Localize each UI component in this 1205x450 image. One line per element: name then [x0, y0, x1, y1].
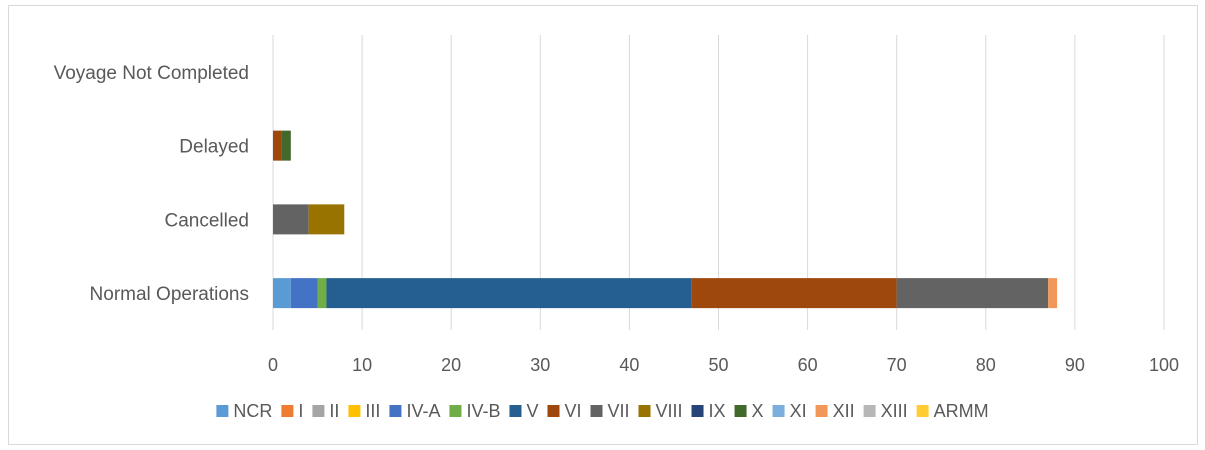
bar-normal-operations-v: [326, 278, 692, 309]
legend-label-vi: VI: [564, 401, 581, 421]
legend-swatch-ii: [312, 405, 325, 417]
bar-cancelled-vii: [273, 204, 309, 235]
legend-swatch-x: [734, 405, 747, 417]
legend-label-iv-a: IV-A: [406, 401, 440, 421]
bar-normal-operations-vii: [896, 278, 1049, 309]
x-tick-label-0: 0: [268, 355, 278, 375]
x-tick-label-20: 20: [441, 355, 461, 375]
legend-swatch-xi: [772, 405, 785, 417]
category-label-cancelled: Cancelled: [165, 210, 250, 231]
legend-label-iii: III: [365, 401, 380, 421]
legend-label-ii: II: [329, 401, 339, 421]
legend-label-x: X: [752, 401, 764, 421]
bar-normal-operations-xii: [1048, 278, 1058, 309]
x-tick-label-90: 90: [1065, 355, 1085, 375]
legend-label-xiii: XIII: [881, 401, 908, 421]
category-label-normal-operations: Normal Operations: [90, 284, 249, 305]
legend-swatch-armm: [916, 405, 929, 417]
legend-swatch-ncr: [216, 405, 229, 417]
category-label-delayed: Delayed: [179, 137, 249, 158]
bar-normal-operations-ncr: [273, 278, 291, 309]
legend-label-armm: ARMM: [934, 401, 989, 421]
legend-swatch-iii: [348, 405, 361, 417]
legend-label-ncr: NCR: [233, 401, 272, 421]
x-tick-label-80: 80: [976, 355, 996, 375]
legend-swatch-xiii: [863, 405, 876, 417]
category-label-voyage-not-completed: Voyage Not Completed: [54, 63, 249, 84]
legend-swatch-ix: [691, 405, 704, 417]
x-tick-label-10: 10: [352, 355, 372, 375]
bar-normal-operations-iv-b: [317, 278, 327, 309]
legend-swatch-i: [281, 405, 294, 417]
x-tick-label-70: 70: [887, 355, 907, 375]
legend-label-xii: XII: [833, 401, 855, 421]
legend-swatch-viii: [638, 405, 651, 417]
legend-label-i: I: [298, 401, 303, 421]
bar-normal-operations-vi: [691, 278, 897, 309]
legend-swatch-iv-a: [389, 405, 402, 417]
chart-frame: [8, 5, 1198, 445]
x-tick-label-50: 50: [708, 355, 728, 375]
bar-cancelled-viii: [308, 204, 345, 235]
legend-label-vii: VII: [608, 401, 630, 421]
legend-swatch-vi: [547, 405, 560, 417]
legend-label-xi: XI: [790, 401, 807, 421]
x-tick-label-40: 40: [619, 355, 639, 375]
bar-delayed-x: [281, 130, 291, 161]
legend-label-iv-b: IV-B: [466, 401, 500, 421]
legend-swatch-v: [509, 405, 522, 417]
x-tick-label-100: 100: [1149, 355, 1179, 375]
x-tick-label-30: 30: [530, 355, 550, 375]
x-tick-label-60: 60: [798, 355, 818, 375]
legend-swatch-iv-b: [449, 405, 462, 417]
legend-label-v: V: [526, 401, 538, 421]
legend-swatch-vii: [590, 405, 603, 417]
legend-swatch-xii: [815, 405, 828, 417]
legend-label-viii: VIII: [656, 401, 683, 421]
bar-delayed-vi: [273, 130, 282, 161]
legend-label-ix: IX: [709, 401, 726, 421]
legend: NCR I II III IV-A IV-B V VI VII VIII IX X XI XII XIII A…: [216, 401, 989, 421]
bar-normal-operations-iv-a: [290, 278, 318, 309]
